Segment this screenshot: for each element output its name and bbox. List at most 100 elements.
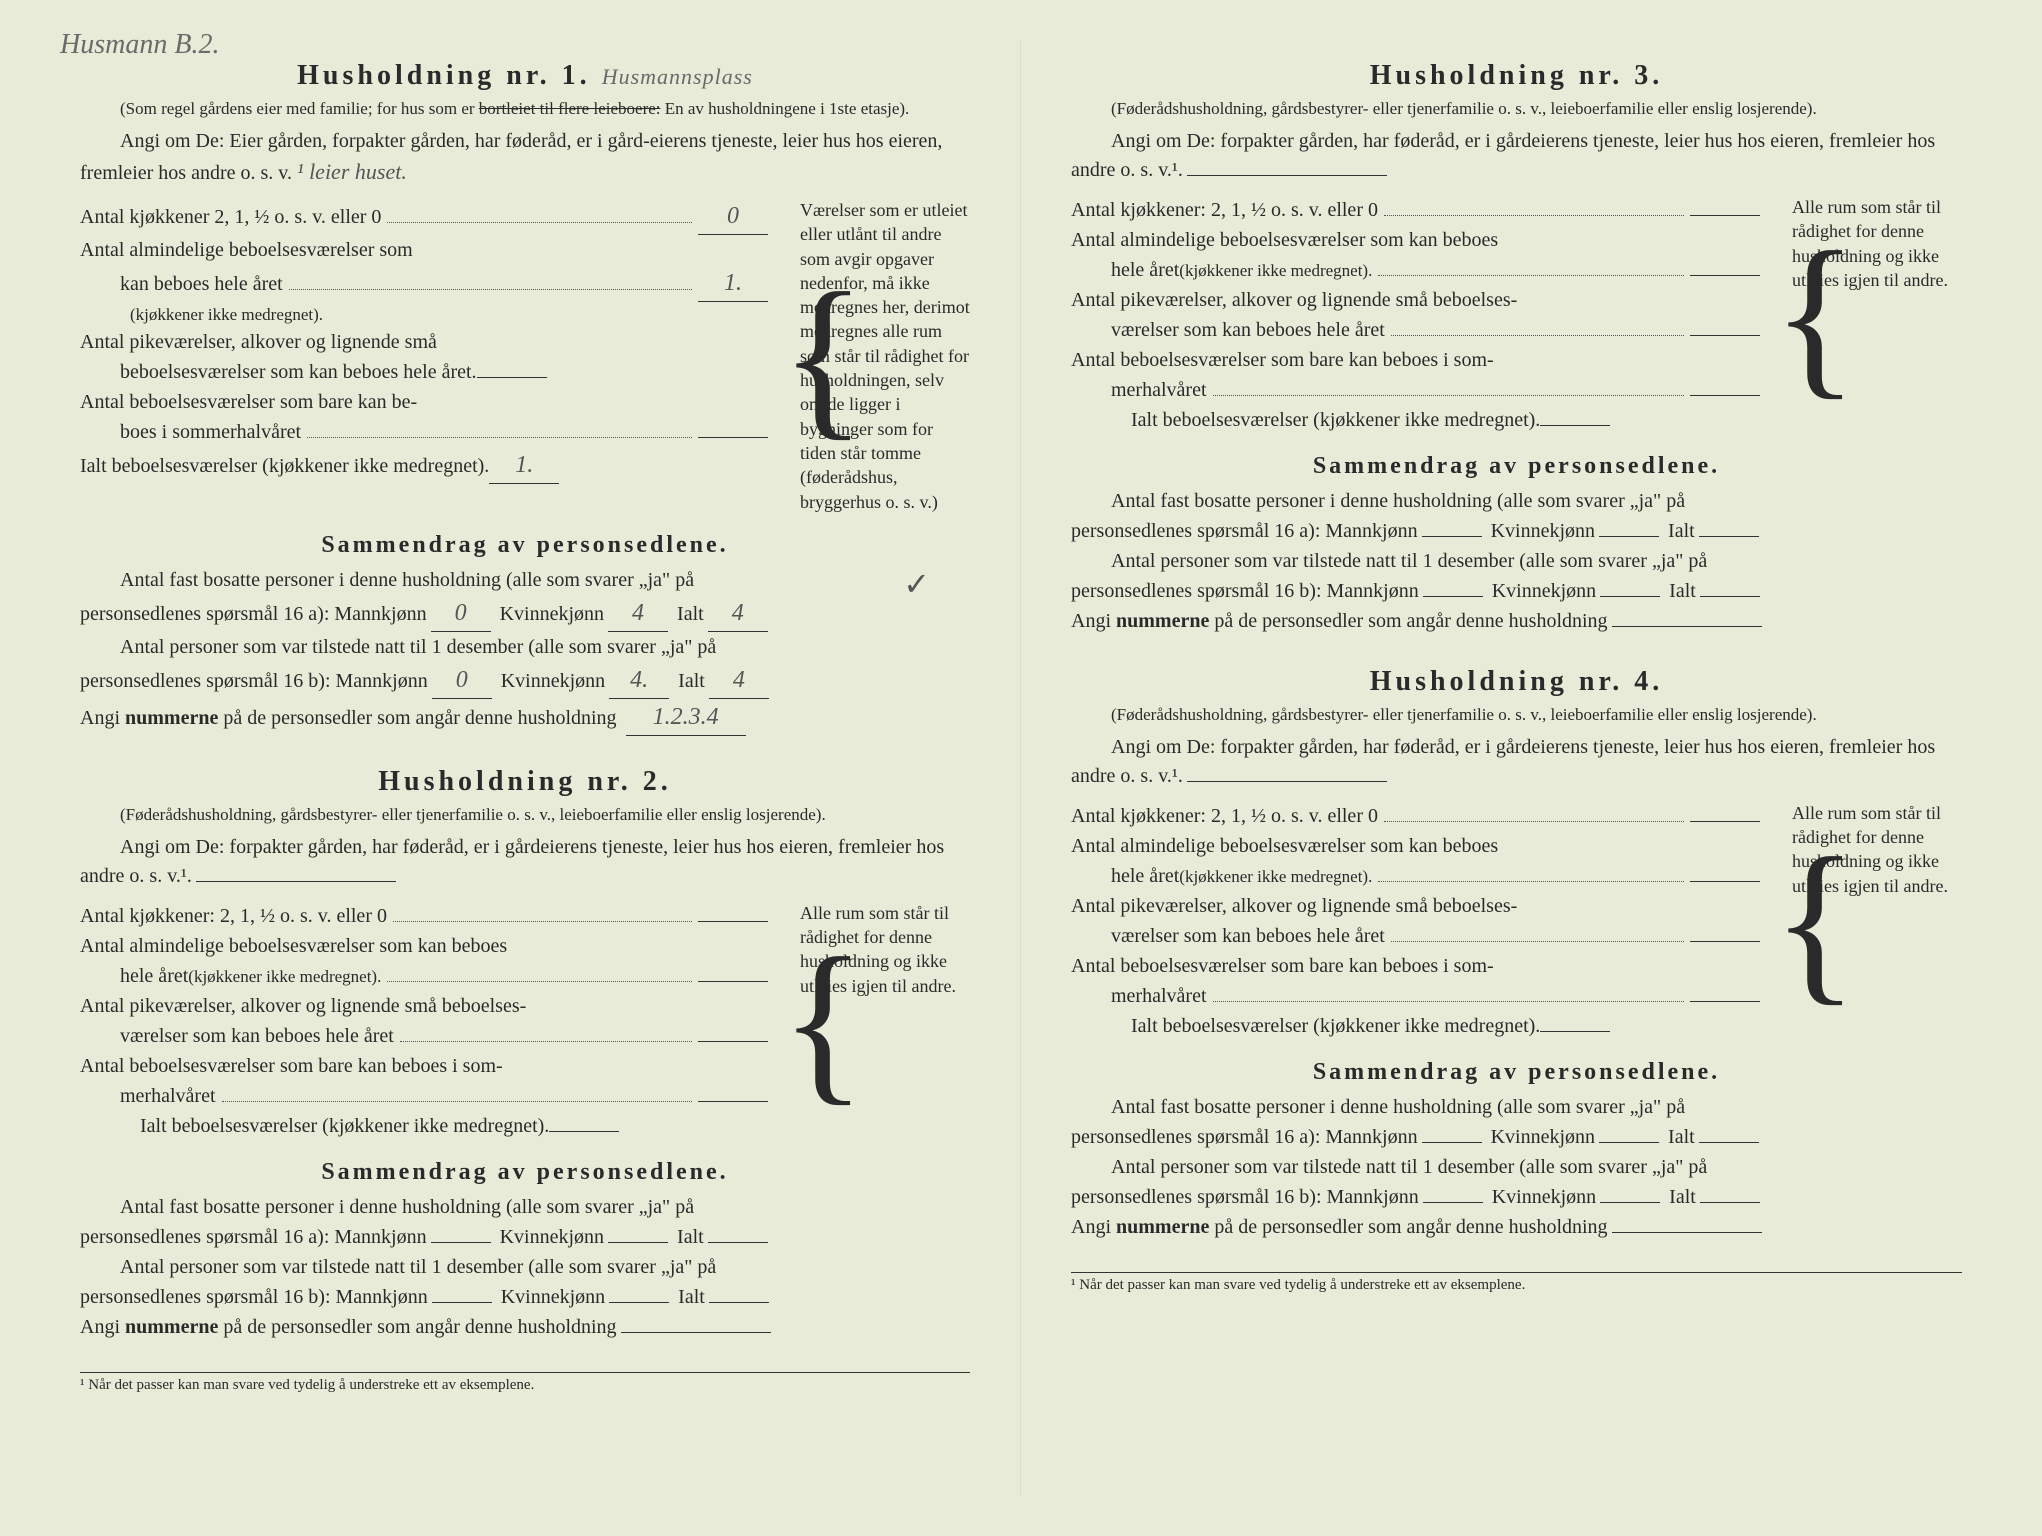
hh3-f4-value [1690, 395, 1760, 396]
hh4-s2-i [1700, 1202, 1760, 1203]
ialt-label: Ialt [1668, 1126, 1695, 1148]
dots [1391, 335, 1684, 336]
hh1-fields-row: Antal kjøkkener 2, 1, ½ o. s. v. eller 0… [80, 198, 970, 514]
household-4: Husholdning nr. 4. (Føderådshusholdning,… [1071, 666, 1962, 1242]
hh3-title: Husholdning nr. 3. [1071, 60, 1962, 92]
kv-label: Kvinnekjønn [501, 670, 605, 692]
hh4-para-text: Angi om De: forpakter gården, har føderå… [1071, 736, 1935, 787]
dots [393, 921, 692, 922]
ialt-label: Ialt [1668, 520, 1695, 542]
hh1-subtitle: (Som regel gårdens eier med familie; for… [80, 98, 970, 121]
hh1-s2-m: 0 [432, 662, 492, 699]
brace-icon: { [780, 198, 866, 514]
hh4-summary-heading: Sammendrag av personsedlene. [1071, 1059, 1962, 1086]
hh1-s1: Antal fast bosatte personer i denne hush… [80, 565, 970, 595]
hh1-instruction: Angi om De: Eier gården, forpakter gårde… [80, 127, 970, 188]
dots [289, 289, 692, 290]
hh4-f1-label: Antal kjøkkener: 2, 1, ½ o. s. v. eller … [1071, 801, 1378, 831]
hh2-s3a: Angi [80, 1316, 125, 1338]
hh3-s2: Antal personer som var tilstede natt til… [1071, 546, 1962, 576]
hh3-para-text: Angi om De: forpakter gården, har føderå… [1071, 130, 1935, 181]
kv-label: Kvinnekjønn [1492, 580, 1596, 602]
hh1-title: Husholdning nr. 1. Husmannsplass [80, 60, 970, 92]
hh4-s1-i [1699, 1142, 1759, 1143]
hh3-f5-value [1540, 425, 1610, 426]
hh1-s3: Angi nummerne på de personsedler som ang… [80, 699, 970, 736]
hh2-para-text: Angi om De: forpakter gården, har føderå… [80, 836, 944, 887]
hh2-f4b: merhalvåret [80, 1081, 768, 1111]
hh3-f1: Antal kjøkkener: 2, 1, ½ o. s. v. eller … [1071, 195, 1760, 225]
hh1-s3-value: 1.2.3.4 [626, 699, 746, 736]
hh4-f5-value [1540, 1031, 1610, 1032]
hh3-f2-value [1690, 275, 1760, 276]
kv-label: Kvinnekjønn [1491, 1126, 1595, 1148]
hh3-s2-k [1600, 596, 1660, 597]
hh3-s2b: personsedlenes spørsmål 16 b): Mannkjønn… [1071, 576, 1962, 606]
dots [1213, 1001, 1685, 1002]
hh4-f4b: merhalvåret [1071, 981, 1760, 1011]
hh2-s1b-text: personsedlenes spørsmål 16 a): Mannkjønn [80, 1226, 427, 1248]
hh3-f4b-label: merhalvåret [1111, 375, 1207, 405]
hh3-fields: Antal kjøkkener: 2, 1, ½ o. s. v. eller … [1071, 195, 1760, 435]
dots [1378, 275, 1684, 276]
kv-label: Kvinnekjønn [1492, 1186, 1596, 1208]
hh2-f3a: Antal pikeværelser, alkover og lignende … [80, 991, 768, 1021]
hh1-f2-value: 1. [698, 265, 768, 302]
hh1-f1-label: Antal kjøkkener 2, 1, ½ o. s. v. eller 0 [80, 202, 381, 232]
hh3-s3b: på de personsedler som angår denne husho… [1209, 610, 1607, 632]
hh3-f2b: hele året (kjøkkener ikke medregnet). [1071, 255, 1760, 285]
hh1-sub-b: En av husholdningene i 1ste etasje). [661, 99, 910, 118]
hh4-s1: Antal fast bosatte personer i denne hush… [1071, 1092, 1962, 1122]
hh4-f5: Ialt beboelsesværelser (kjøkkener ikke m… [1071, 1011, 1760, 1041]
hh1-f5-label: Ialt beboelsesværelser (kjøkkener ikke m… [80, 451, 489, 481]
hh1-s2: Antal personer som var tilstede natt til… [80, 632, 970, 662]
hh2-s2-k [609, 1302, 669, 1303]
hh3-s1: Antal fast bosatte personer i denne hush… [1071, 486, 1962, 516]
kv-label: Kvinnekjønn [501, 1286, 605, 1308]
hh3-f5: Ialt beboelsesværelser (kjøkkener ikke m… [1071, 405, 1760, 435]
household-3: Husholdning nr. 3. (Føderådshusholdning,… [1071, 60, 1962, 636]
hh4-s2: Antal personer som var tilstede natt til… [1071, 1152, 1962, 1182]
hh4-f4a: Antal beboelsesværelser som bare kan beb… [1071, 951, 1760, 981]
hh1-sub-a: (Som regel gårdens eier med familie; for… [120, 99, 479, 118]
hh2-s2b: personsedlenes spørsmål 16 b): Mannkjønn… [80, 1282, 970, 1312]
hh4-para-blank [1187, 781, 1387, 782]
hh3-f1-value [1690, 215, 1760, 216]
hh2-f2b-label: hele året [120, 961, 188, 991]
hh2-para-blank [196, 881, 396, 882]
hh1-f4b-label: boes i sommerhalvåret [120, 417, 301, 447]
hh1-f4-value [698, 437, 768, 438]
ialt-label: Ialt [1669, 1186, 1696, 1208]
hh2-s1: Antal fast bosatte personer i denne hush… [80, 1192, 970, 1222]
hh1-f1: Antal kjøkkener 2, 1, ½ o. s. v. eller 0… [80, 198, 768, 235]
hh2-title: Husholdning nr. 2. [80, 766, 970, 798]
handwritten-corner-note: Husmann B.2. [60, 30, 219, 61]
hh4-f2b: hele året (kjøkkener ikke medregnet). [1071, 861, 1760, 891]
hh4-title: Husholdning nr. 4. [1071, 666, 1962, 698]
kv-label: Kvinnekjønn [1491, 520, 1595, 542]
hh1-f5: Ialt beboelsesværelser (kjøkkener ikke m… [80, 447, 768, 484]
hh2-f4-value [698, 1101, 768, 1102]
hh4-s1-k [1599, 1142, 1659, 1143]
left-page: Husmann B.2. Husholdning nr. 1. Husmanns… [30, 40, 1021, 1496]
hh4-s2b: personsedlenes spørsmål 16 b): Mannkjønn… [1071, 1182, 1962, 1212]
dots [1213, 395, 1685, 396]
hh4-f1: Antal kjøkkener: 2, 1, ½ o. s. v. eller … [1071, 801, 1760, 831]
hh1-f3b: beboelsesværelser som kan beboes hele år… [80, 357, 768, 387]
hh1-title-text: Husholdning nr. 1. [297, 60, 591, 91]
hh1-s3a: Angi [80, 707, 125, 729]
hh4-s3b: på de personsedler som angår denne husho… [1209, 1216, 1607, 1238]
ialt-label: Ialt [678, 1286, 705, 1308]
hh2-s1b: personsedlenes spørsmål 16 a): Mannkjønn… [80, 1222, 970, 1252]
kv-label: Kvinnekjønn [500, 603, 604, 625]
hh3-f1-label: Antal kjøkkener: 2, 1, ½ o. s. v. eller … [1071, 195, 1378, 225]
hh3-sidebar: { Alle rum som står til rådighet for den… [1772, 195, 1962, 435]
hh3-f3a: Antal pikeværelser, alkover og lignende … [1071, 285, 1760, 315]
hh2-s1-m [431, 1242, 491, 1243]
hh3-summary-heading: Sammendrag av personsedlene. [1071, 453, 1962, 480]
hh1-f4b: boes i sommerhalvåret [80, 417, 768, 447]
hh2-f2b: hele året (kjøkkener ikke medregnet). [80, 961, 768, 991]
hh1-s1b-text: personsedlenes spørsmål 16 a): Mannkjønn [80, 603, 427, 625]
hh4-s3: Angi nummerne på de personsedler som ang… [1071, 1212, 1962, 1242]
hh2-f1-label: Antal kjøkkener: 2, 1, ½ o. s. v. eller … [80, 901, 387, 931]
